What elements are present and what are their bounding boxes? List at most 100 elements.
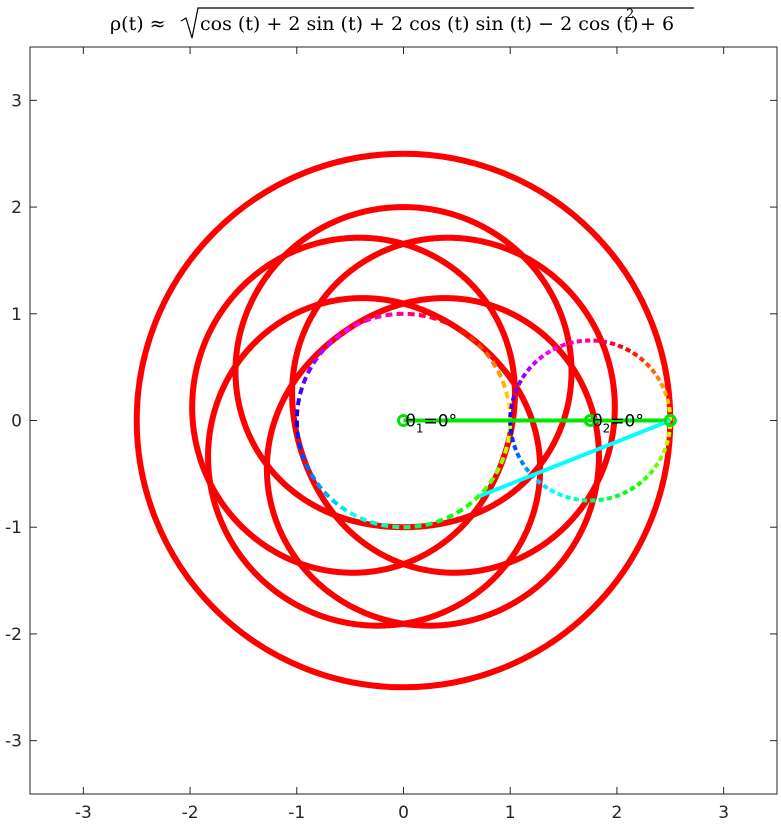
title-radicand-a: cos (t) + 2 sin (t) + 2 cos (t) sin (t) … [200,13,639,35]
angle-annotations: θ1=0° θ2=0° [406,412,644,436]
dotted-circle-dash [504,391,510,399]
dotted-circle-dash [508,428,514,435]
dotted-circle-dash [657,454,664,462]
dotted-circle-dash [298,386,304,395]
x-tick-label: -3 [75,803,92,823]
dotted-circle-dash [330,498,339,506]
dotted-circle-dash [531,359,539,367]
dotted-circle-dash [392,524,400,530]
dotted-circle-dash [510,395,517,402]
dotted-circle-dash [535,478,542,485]
dotted-circle-dash [624,346,632,353]
dotted-circle-dash [352,321,361,328]
dotted-circle-dash [609,341,616,347]
dotted-circle-dash [488,476,496,485]
construction-points [397,414,677,427]
dotted-circle-dash [500,380,507,389]
dotted-circle-dash [513,387,519,394]
dotted-circle-dash [339,505,348,513]
dotted-circle-dash [459,328,468,336]
dotted-circle-dash [380,522,389,529]
dotted-circle-dash [564,494,572,500]
dotted-circle-dash [636,480,643,487]
rose-curve [205,295,544,629]
dotted-circle-dash [537,354,545,361]
y-tick-label: -2 [5,625,22,645]
dotted-circle-dash [503,446,509,455]
rose-curve [289,234,618,576]
dotted-circle-dash [617,343,624,350]
dotted-circle-dash [484,351,492,360]
dotted-circle-dash [476,342,485,351]
title-lhs: ρ(t) ≈ [110,13,166,35]
x-tick-label: 2 [612,803,623,823]
dotted-circle-dash [621,489,629,496]
x-tick-label: -1 [288,803,305,823]
dotted-circle-dash [297,442,303,450]
dotted-circle-dash [576,338,583,344]
dotted-circle-dash [414,523,422,529]
dotted-circle-dash [664,439,670,446]
dotted-circle-dash [653,462,660,469]
dotted-circle-dash [363,317,372,324]
dotted-circle-dash [629,485,636,492]
theta1-annotation: θ1=0° [406,412,458,436]
dotted-circle-dash [655,375,662,382]
dotted-circle-dash [606,495,613,501]
dotted-circle-dash [481,485,489,494]
rose-curve [263,295,602,629]
dotted-circle-dash [631,351,639,358]
dotted-circle-dash [510,436,516,443]
x-tick-label: 1 [505,803,516,823]
dotted-circle-dash [300,452,307,461]
dotted-circle-dash [334,332,343,340]
dotted-circle-dash [311,356,319,365]
dotted-circle-dash [661,447,668,454]
segment [478,418,672,499]
rose-curve [232,204,575,531]
dotted-circle-dash [559,342,567,349]
dotted-circle-dash [359,516,368,523]
y-tick-label: 2 [11,198,22,218]
y-tick-label: 3 [11,91,22,111]
title-radicand-b: + 6 [640,13,674,35]
dotted-circle-dash [325,339,334,348]
dotted-circle-dash [650,368,657,375]
y-tick-label: 1 [11,305,22,325]
dotted-circle-dash [499,456,506,465]
dotted-circle-dash [496,369,503,378]
dotted-circle-dash [515,452,522,459]
dotted-circle-dash [614,492,621,499]
dotted-circle-dash [301,376,308,385]
dotted-circle-dash [667,406,672,413]
dotted-circle-dash [509,403,514,410]
dotted-circle-dash [439,318,448,325]
dotted-circle-dash [455,507,464,515]
dotted-circle-dash [598,497,605,503]
point-marker [397,414,410,427]
dotted-circle-dash [505,435,512,444]
dotted-circle-dash [642,474,649,482]
dotted-circle-dash [315,481,323,490]
tick-labels: -3 -2 -1 0 1 2 3 -3 -2 -1 0 1 2 3 [5,91,729,823]
dotted-circle-dash [349,511,358,518]
dotted-circle-dash [512,444,518,451]
dotted-circle-dash [544,349,552,356]
dotted-circle-dash [659,382,666,389]
theta2-annotation: θ2=0° [592,412,644,436]
dotted-circle-dash [520,372,528,379]
dotted-circle-dash [601,339,608,345]
dotted-circle-dash [516,379,523,387]
dotted-circle-dash [552,345,559,352]
point-marker [583,414,597,427]
dotted-circle-dash [473,493,482,502]
x-tick-label: -2 [182,803,199,823]
x-tick-label: 3 [718,803,729,823]
dotted-circle-dash [343,326,352,334]
dotted-circle-dash [446,513,455,520]
dotted-circle-dash [385,312,393,318]
y-tick-label: 0 [11,412,22,432]
dotted-circle-dash [494,466,501,475]
radical-sign [180,7,694,39]
